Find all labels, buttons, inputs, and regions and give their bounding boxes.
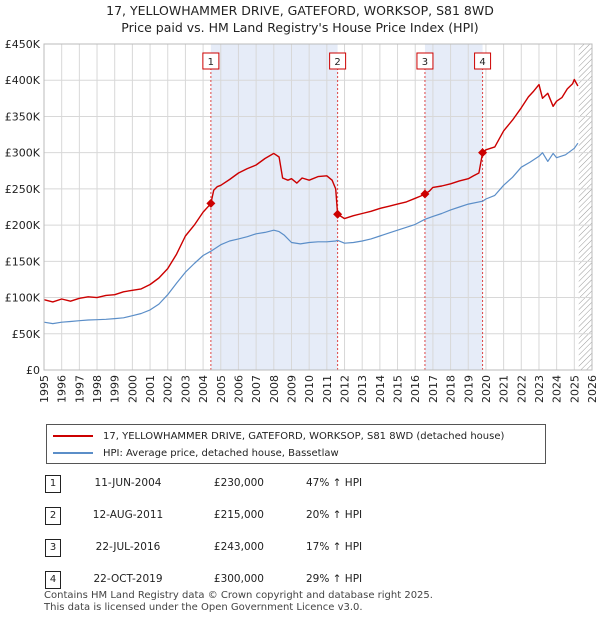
x-tick-label: 2020 xyxy=(480,375,493,403)
sale-point xyxy=(333,209,343,219)
sale-label: 4 xyxy=(479,57,485,68)
sale-price: £230,000 xyxy=(213,477,264,489)
price-paid-line xyxy=(43,78,579,303)
sale-date: 22-OCT-2019 xyxy=(93,573,163,585)
legend-swatch-property xyxy=(53,435,93,437)
sale-date: 12-AUG-2011 xyxy=(92,509,164,521)
x-tick-label: 2023 xyxy=(533,375,546,403)
x-tick-label: 2022 xyxy=(515,375,528,403)
x-tick-label: 2005 xyxy=(215,375,228,403)
y-tick-label: £350K xyxy=(5,110,41,123)
legend-item-hpi: HPI: Average price, detached house, Bass… xyxy=(53,446,339,460)
sale-label: 3 xyxy=(422,57,428,68)
x-tick-label: 2017 xyxy=(427,375,440,403)
x-tick-label: 2006 xyxy=(232,375,245,403)
x-tick-label: 2018 xyxy=(445,375,458,403)
chart-title: 17, YELLOWHAMMER DRIVE, GATEFORD, WORKSO… xyxy=(106,3,494,18)
x-tick-label: 2013 xyxy=(356,375,369,403)
sales-table: 1 11-JUN-2004 £230,000 47% ↑ HPI 2 12-AU… xyxy=(44,472,564,600)
x-tick-label: 2008 xyxy=(268,375,281,403)
sale-row: 2 12-AUG-2011 £215,000 20% ↑ HPI xyxy=(44,504,564,528)
future-hatch xyxy=(578,44,592,370)
sale-point xyxy=(206,198,216,208)
x-tick-label: 2001 xyxy=(144,375,157,403)
y-tick-label: £100K xyxy=(5,292,41,305)
x-tick-label: 1996 xyxy=(56,375,69,403)
x-tick-label: 2000 xyxy=(126,375,139,403)
shaded-range xyxy=(424,44,483,370)
sale-price: £215,000 xyxy=(213,509,264,521)
sale-label: 2 xyxy=(334,57,340,68)
footer-licence: This data is licensed under the Open Gov… xyxy=(44,602,363,613)
sale-point xyxy=(420,189,430,199)
y-tick-label: £50K xyxy=(12,328,41,341)
sale-label-box xyxy=(474,52,492,70)
legend-item-property: 17, YELLOWHAMMER DRIVE, GATEFORD, WORKSO… xyxy=(53,429,504,443)
price-chart: £0 £50K £100K £150K £200K £250K £300K £350K £400… xyxy=(5,38,599,403)
legend: 17, YELLOWHAMMER DRIVE, GATEFORD, WORKSO… xyxy=(46,424,546,464)
sale-number: 3 xyxy=(45,539,61,557)
x-tick-label: 1998 xyxy=(91,375,104,403)
x-tick-label: 2003 xyxy=(179,375,192,403)
sale-label-box xyxy=(416,52,434,70)
x-tick-label: 2002 xyxy=(162,375,175,403)
sale-row: 4 22-OCT-2019 £300,000 29% ↑ HPI xyxy=(44,568,564,592)
hpi-line xyxy=(43,142,579,325)
x-tick-label: 2024 xyxy=(551,375,564,403)
x-tick-label: 2009 xyxy=(285,375,298,403)
x-tick-label: 2016 xyxy=(409,375,422,403)
x-tick-label: 2021 xyxy=(498,375,511,403)
sale-hpi-change: 17% ↑ HPI xyxy=(306,541,363,553)
x-tick-label: 1995 xyxy=(38,375,51,403)
sale-point xyxy=(478,148,488,158)
sale-number: 2 xyxy=(45,507,61,525)
sale-label-box xyxy=(202,52,220,70)
footer: Contains HM Land Registry data © Crown c… xyxy=(44,590,433,614)
sale-number: 1 xyxy=(45,475,61,493)
x-tick-label: 2019 xyxy=(462,375,475,403)
legend-label-property: 17, YELLOWHAMMER DRIVE, GATEFORD, WORKSO… xyxy=(103,430,505,442)
sale-date: 11-JUN-2004 xyxy=(94,477,162,489)
sale-price: £300,000 xyxy=(213,573,264,585)
x-tick-label: 2007 xyxy=(250,375,263,403)
sale-hpi-change: 47% ↑ HPI xyxy=(306,477,363,489)
chart-subtitle: Price paid vs. HM Land Registry's House … xyxy=(121,20,479,35)
sale-price: £243,000 xyxy=(213,541,264,553)
x-tick-label: 2025 xyxy=(568,375,581,403)
legend-swatch-hpi xyxy=(53,452,93,454)
plot-frame xyxy=(43,43,593,371)
y-tick-label: £300K xyxy=(5,147,41,160)
sale-hpi-change: 20% ↑ HPI xyxy=(306,509,363,521)
y-tick-label: £400K xyxy=(5,74,41,87)
y-tick-label: £450K xyxy=(5,38,41,51)
legend-label-hpi: HPI: Average price, detached house, Bass… xyxy=(103,447,339,459)
sale-hpi-change: 29% ↑ HPI xyxy=(306,573,363,585)
sale-label: 1 xyxy=(208,57,214,68)
x-tick-label: 1997 xyxy=(73,375,86,403)
sale-number: 4 xyxy=(45,571,61,589)
x-tick-label: 2014 xyxy=(374,375,387,403)
x-tick-label: 2015 xyxy=(392,375,405,403)
y-tick-label: £0 xyxy=(26,364,40,377)
y-tick-label: £250K xyxy=(5,183,41,196)
x-tick-label: 2004 xyxy=(197,375,210,403)
x-tick-label: 2010 xyxy=(303,375,316,403)
y-tick-label: £200K xyxy=(5,219,41,232)
sale-row: 3 22-JUL-2016 £243,000 17% ↑ HPI xyxy=(44,536,564,560)
y-tick-label: £150K xyxy=(5,255,41,268)
x-tick-label: 2026 xyxy=(586,375,599,403)
x-tick-label: 2011 xyxy=(321,375,334,403)
x-tick-label: 1999 xyxy=(109,375,122,403)
x-tick-label: 2012 xyxy=(339,375,352,403)
sale-row: 1 11-JUN-2004 £230,000 47% ↑ HPI xyxy=(44,472,564,496)
footer-copyright: Contains HM Land Registry data © Crown c… xyxy=(44,590,433,601)
sale-date: 22-JUL-2016 xyxy=(95,541,161,553)
sale-label-box xyxy=(329,52,347,70)
